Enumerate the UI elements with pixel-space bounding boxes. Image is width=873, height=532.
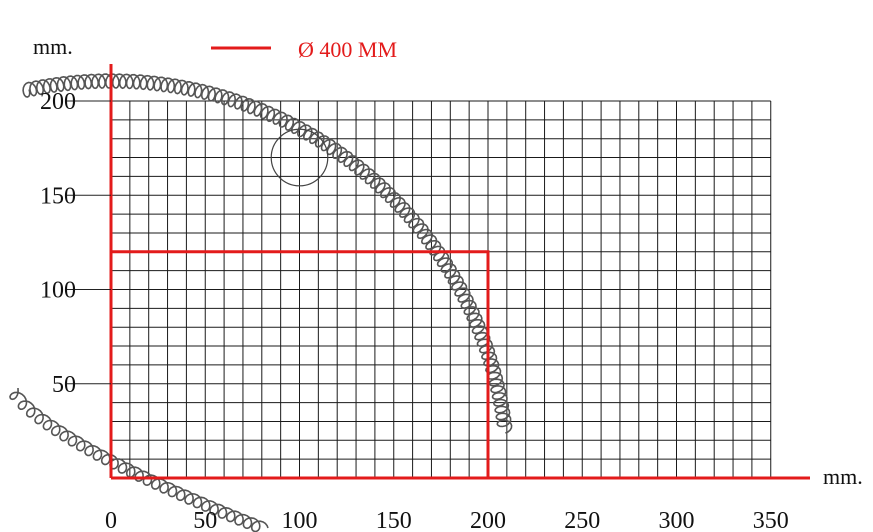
x-tick-label: 300 (659, 508, 695, 532)
y-axis-unit-label: mm. (33, 34, 73, 59)
grid (111, 101, 771, 478)
legend-label: Ø 400 MM (298, 37, 397, 62)
x-tick-label: 250 (564, 508, 600, 532)
x-tick-label: 50 (193, 508, 217, 532)
coiled-cable (10, 74, 512, 531)
y-tick-label: 150 (40, 183, 76, 209)
x-tick-label: 100 (282, 508, 318, 532)
coiled-cable-right (23, 74, 512, 433)
y-tick-label: 100 (40, 278, 76, 304)
x-tick-label: 350 (753, 508, 789, 532)
x-tick-labels: 0 50 100 150 200 250 300 350 (105, 508, 789, 532)
x-tick-label: 150 (376, 508, 412, 532)
x-tick-label: 200 (470, 508, 506, 532)
coiled-cable-left (10, 388, 268, 532)
y-tick-label: 200 (40, 89, 76, 115)
y-tick-labels: 50 100 150 200 (40, 89, 111, 398)
x-axis-unit-label: mm. (823, 464, 863, 489)
x-tick-label: 0 (105, 508, 117, 532)
y-tick-label: 50 (52, 372, 76, 398)
